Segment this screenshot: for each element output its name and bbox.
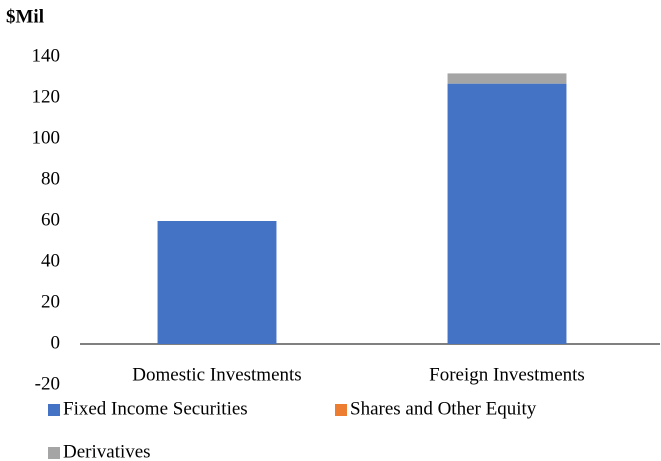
legend-swatch [335,404,347,416]
bar-segment [447,73,567,84]
legend-swatch [48,404,60,416]
legend-label: Fixed Income Securities [63,398,248,419]
legend-label: Shares and Other Equity [350,398,537,419]
y-tick-label: 20 [41,291,60,312]
y-tick-label: 140 [32,45,61,66]
y-axis-label: $Mil [6,6,44,27]
legend-label: Derivatives [63,441,151,461]
y-tick-label: 60 [41,209,60,230]
y-tick-label: 0 [51,332,61,353]
y-tick-label: -20 [35,373,60,394]
x-tick-label: Foreign Investments [429,364,585,385]
y-tick-label: 100 [32,127,61,148]
x-tick-label: Domestic Investments [132,364,301,385]
bar-segment [447,83,567,345]
bar-segment [157,221,277,344]
y-tick-label: 40 [41,250,60,271]
y-tick-label: 80 [41,168,60,189]
y-tick-label: 120 [32,86,61,107]
legend-swatch [48,447,60,459]
